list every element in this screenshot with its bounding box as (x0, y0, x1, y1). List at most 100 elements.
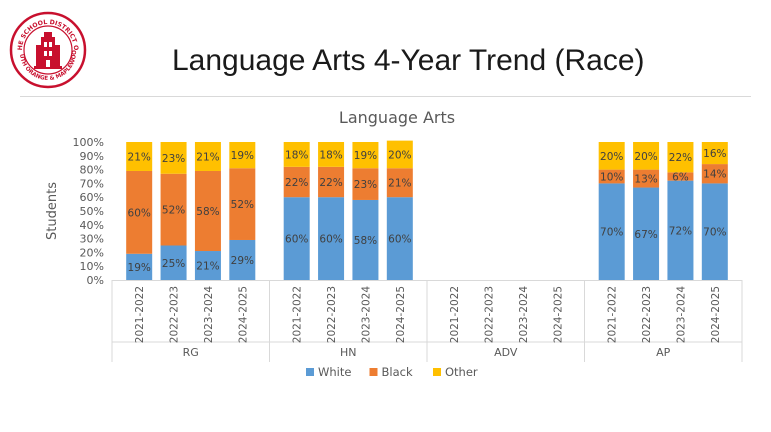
bar-segment-black (352, 168, 379, 200)
y-tick-label: 90% (80, 150, 104, 163)
bar-segment-white (386, 197, 413, 280)
group-label: RG (183, 346, 199, 359)
legend-swatch-other (433, 368, 441, 376)
data-label: 22% (285, 177, 308, 189)
y-tick-label: 60% (80, 191, 104, 204)
bar-segment-black (126, 170, 153, 254)
data-label: 70% (600, 227, 623, 239)
y-tick-label: 100% (73, 136, 104, 149)
bar-segment-white (126, 253, 153, 280)
bar-segment-black (160, 173, 187, 246)
y-tick-label: 70% (80, 177, 104, 190)
bar-segment-white (229, 239, 256, 280)
bar-segment-other (598, 142, 625, 170)
y-tick-label: 10% (80, 260, 104, 273)
group-label: HN (340, 346, 357, 359)
data-label: 22% (669, 152, 692, 164)
data-label: 18% (285, 149, 308, 161)
data-label: 60% (388, 234, 411, 246)
bar-segment-other (318, 142, 345, 167)
bar-segment-other (701, 142, 728, 165)
data-label: 60% (285, 234, 308, 246)
bar-segment-black (318, 166, 345, 198)
data-label: 21% (388, 178, 411, 190)
data-label: 72% (669, 225, 692, 237)
bar-segment-other (386, 140, 413, 169)
bar-segment-other (352, 142, 379, 169)
data-label: 23% (354, 179, 377, 191)
legend-label-black: Black (382, 365, 413, 379)
data-label: 20% (388, 149, 411, 161)
bar-segment-black (194, 170, 221, 252)
data-label: 13% (634, 174, 657, 186)
data-label: 14% (703, 169, 726, 181)
bar-segment-white (598, 183, 625, 280)
data-label: 22% (319, 177, 342, 189)
title-divider (20, 96, 751, 97)
data-label: 58% (196, 206, 219, 218)
x-tick-label: 2021-2022 (292, 286, 304, 343)
x-tick-label: 2021-2022 (607, 286, 619, 343)
x-tick-label: 2023-2024 (518, 286, 530, 344)
data-label: 52% (231, 199, 254, 211)
y-tick-label: 0% (87, 274, 104, 287)
slide-title: Language Arts 4-Year Trend (Race) (172, 44, 645, 77)
y-tick-label: 80% (80, 164, 104, 177)
x-tick-label: 2024-2025 (710, 286, 722, 343)
data-label: 20% (634, 151, 657, 163)
group-label: ADV (494, 346, 518, 359)
data-label: 19% (231, 150, 254, 162)
data-label: 21% (196, 151, 219, 163)
data-label: 29% (231, 255, 254, 267)
x-tick-label: 2022-2023 (326, 286, 338, 343)
data-label: 60% (319, 234, 342, 246)
bar-segment-black (633, 169, 660, 188)
bar-segment-white (160, 245, 187, 280)
y-tick-label: 50% (80, 205, 104, 218)
bar-segment-black (386, 168, 413, 198)
bar-segment-white (318, 197, 345, 280)
data-label: 23% (162, 153, 185, 165)
legend-swatch-black (369, 368, 378, 376)
bar-segment-other (126, 142, 153, 171)
data-label: 19% (354, 150, 377, 162)
data-label: 70% (703, 227, 726, 239)
district-logo: THE SCHOOL DISTRICT OF SOUTH ORANGE & MA… (6, 5, 88, 90)
bar-segment-white (633, 187, 660, 280)
data-label: 60% (128, 207, 151, 219)
x-tick-label: 2024-2025 (395, 286, 407, 343)
bar-segment-other (194, 142, 221, 171)
x-tick-label: 2022-2023 (641, 286, 653, 343)
bar-segment-other (667, 142, 694, 173)
stacked-bar-chart: Language ArtsStudents0%10%20%30%40%50%60… (45, 108, 743, 379)
x-tick-label: 2023-2024 (203, 286, 215, 344)
bar-segment-black (667, 172, 694, 181)
bar-segment-black (283, 166, 310, 198)
y-tick-label: 30% (80, 233, 104, 246)
data-label: 21% (128, 151, 151, 163)
data-label: 25% (162, 258, 185, 270)
data-label: 10% (600, 172, 623, 184)
data-label: 20% (600, 151, 623, 163)
data-label: 19% (128, 262, 151, 274)
bar-segment-other (283, 142, 310, 167)
data-label: 16% (703, 148, 726, 160)
legend-label-other: Other (445, 365, 478, 379)
data-label: 6% (672, 172, 689, 184)
x-tick-label: 2023-2024 (360, 286, 372, 344)
data-label: 21% (196, 261, 219, 273)
x-tick-label: 2024-2025 (237, 286, 249, 343)
bar-segment-other (229, 142, 256, 169)
x-tick-label: 2022-2023 (484, 286, 496, 343)
data-label: 18% (319, 149, 342, 161)
x-tick-label: 2021-2022 (134, 286, 146, 343)
bar-segment-white (194, 251, 221, 280)
chart-title: Language Arts (339, 108, 455, 127)
x-tick-label: 2024-2025 (552, 286, 564, 343)
y-tick-label: 40% (80, 219, 104, 232)
bar-segment-white (352, 199, 379, 280)
x-tick-label: 2022-2023 (169, 286, 181, 343)
x-tick-label: 2021-2022 (449, 286, 461, 343)
bar-segment-white (283, 197, 310, 280)
legend-swatch-white (306, 368, 314, 376)
